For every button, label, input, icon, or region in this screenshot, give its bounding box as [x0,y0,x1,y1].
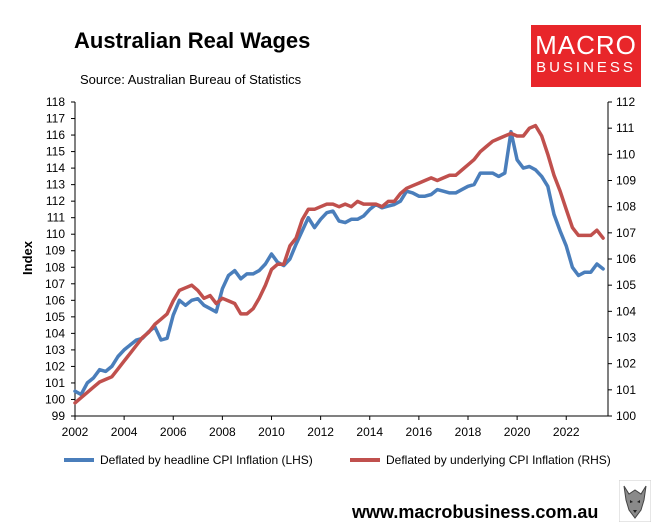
y-tick-label: 114 [46,161,65,175]
legend-label-underlying: Deflated by underlying CPI Inflation (RH… [386,453,611,467]
macrobusiness-logo[interactable]: MACRO BUSINESS [531,25,641,87]
y2-tick-label: 103 [616,331,636,345]
y-tick-label: 109 [45,244,65,258]
x-tick-label: 2014 [356,425,383,439]
x-tick-label: 2008 [209,425,236,439]
y-tick-label: 101 [45,376,65,390]
y2-tick-label: 100 [616,409,636,423]
chart-title: Australian Real Wages [74,28,311,53]
y2-tick-label: 109 [616,174,636,188]
real-wages-chart: 2002 2004 2006 2008 2010 2012 2014 2016 2018 2020… [20,95,636,467]
logo-line1: MACRO [535,30,637,60]
x-tick-label: 2006 [160,425,187,439]
footer-url[interactable]: www.macrobusiness.com.au [352,502,599,522]
legend: Deflated by headline CPI Inflation (LHS)… [64,453,611,467]
legend-label-headline: Deflated by headline CPI Inflation (LHS) [100,453,313,467]
chart-source: Source: Australian Bureau of Statistics [80,72,302,87]
y2-tick-label: 110 [616,147,635,161]
y2-tick-label: 106 [616,252,636,266]
logo-line2: BUSINESS [536,59,636,76]
y-tick-label: 116 [46,128,65,142]
y2-tick-label: 105 [616,278,636,292]
y-tick-label: 115 [46,145,65,159]
y2-tick-label: 111 [616,121,635,135]
y-tick-label: 112 [46,194,65,208]
y-tick-label: 117 [46,112,65,126]
x-tick-label: 2018 [455,425,482,439]
y-tick-label: 102 [45,359,65,373]
y2-tick-label: 102 [616,357,636,371]
y-tick-label: 106 [45,293,65,307]
y-tick-label: 113 [46,178,65,192]
y-tick-label: 99 [52,409,66,423]
x-tick-label: 2020 [504,425,531,439]
wolf-icon [619,480,651,522]
y-tick-label: 118 [46,95,65,109]
y-axis-title: Index [20,240,35,275]
series-line-underlying [73,123,605,405]
y-tick-label: 100 [45,392,65,406]
y2-tick-label: 108 [616,200,636,214]
y2-tick-label: 104 [616,304,636,318]
x-tick-label: 2010 [258,425,285,439]
x-tick-label: 2012 [307,425,334,439]
y-tick-label: 104 [45,326,65,340]
y-tick-label: 110 [46,227,65,241]
y-tick-label: 107 [45,277,65,291]
y-tick-label: 103 [45,343,65,357]
y-tick-label: 111 [47,211,66,225]
series-line-headline [73,129,605,397]
y-tick-label: 105 [45,310,65,324]
x-tick-label: 2016 [406,425,433,439]
y2-tick-label: 112 [616,95,635,109]
y2-tick-label: 107 [616,226,636,240]
x-tick-label: 2004 [111,425,138,439]
y2-tick-label: 101 [616,383,636,397]
x-tick-label: 2022 [553,425,580,439]
x-tick-label: 2002 [62,425,89,439]
y-tick-label: 108 [45,260,65,274]
